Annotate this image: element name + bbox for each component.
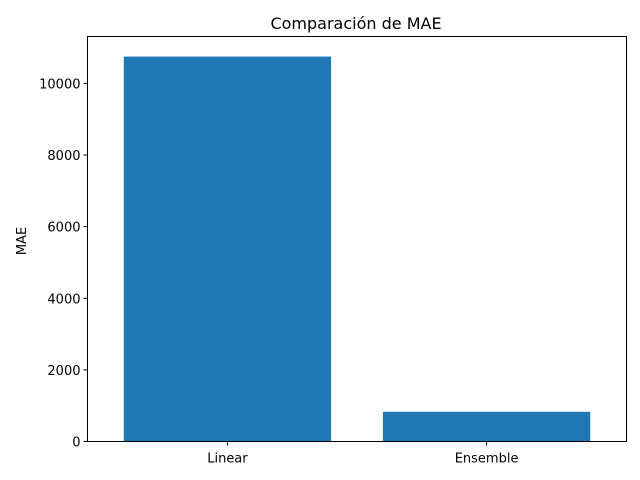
- y-tick-label-4000: 4000: [47, 292, 80, 307]
- y-tick-label-0: 0: [72, 436, 80, 451]
- x-tick-label-linear: Linear: [207, 452, 248, 467]
- x-axis-ticks: Linear Ensemble: [207, 441, 519, 467]
- plot-area-frame: [87, 36, 627, 442]
- chart-title: Comparación de MAE: [270, 14, 441, 33]
- y-tick-label-8000: 8000: [47, 149, 80, 164]
- bars-group: [123, 56, 591, 442]
- bar-linear: [123, 56, 332, 442]
- y-tick-label-10000: 10000: [39, 77, 80, 92]
- y-axis-label: MAE: [15, 227, 30, 255]
- y-tick-label-6000: 6000: [47, 221, 80, 236]
- y-axis-ticks: 0 2000 4000 6000 8000 10000: [39, 77, 88, 451]
- bar-ensemble: [382, 411, 591, 442]
- x-tick-label-ensemble: Ensemble: [455, 452, 519, 467]
- y-tick-label-2000: 2000: [47, 364, 80, 379]
